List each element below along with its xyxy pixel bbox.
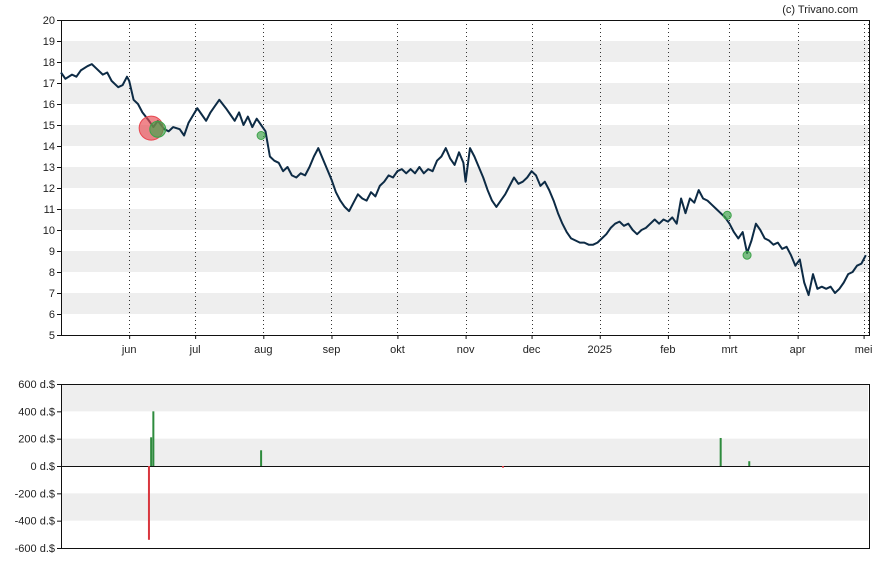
x-tick-label: mei (855, 344, 873, 356)
price-y-tick-label: 6 (49, 309, 55, 321)
volume-bar (501, 466, 504, 468)
transaction-marker (722, 210, 732, 220)
transaction-marker (149, 120, 167, 138)
price-y-tick-label: 19 (43, 36, 55, 48)
price-y-tick-label: 14 (43, 141, 55, 153)
x-tick-label: aug (254, 344, 272, 356)
volume-bar (150, 437, 153, 466)
x-tick-label: nov (457, 344, 475, 356)
volume-y-tick-label: -400 d.$ (15, 516, 55, 528)
volume-bar (152, 411, 155, 466)
price-y-tick-label: 11 (44, 204, 55, 216)
price-band (61, 251, 868, 272)
volume-y-tick-label: 400 d.$ (18, 406, 55, 418)
price-y-tick-label: 17 (43, 78, 55, 90)
price-y-tick-label: 15 (43, 120, 55, 132)
x-tick-label: jun (121, 344, 137, 356)
price-y-tick-label: 20 (43, 15, 55, 27)
volume-bar (748, 461, 751, 466)
volume-bar (147, 466, 150, 540)
volume-y-tick-label: 0 d.$ (31, 461, 55, 473)
x-tick-label: 2025 (587, 344, 611, 356)
price-y-tick-label: 9 (49, 246, 55, 258)
volume-bar (719, 437, 722, 466)
x-tick-label: mrt (722, 344, 738, 356)
price-y-tick-label: 7 (49, 288, 55, 300)
x-tick-label: okt (390, 344, 405, 356)
transaction-marker (256, 131, 266, 140)
volume-band (61, 493, 868, 521)
volume-band (61, 384, 868, 412)
volume-y-tick-label: 600 d.$ (18, 379, 55, 391)
price-y-tick-label: 13 (43, 162, 55, 174)
price-y-tick-label: 18 (43, 57, 55, 69)
price-y-tick-label: 16 (43, 99, 55, 111)
volume-y-tick-label: -200 d.$ (15, 488, 55, 500)
price-band (61, 209, 868, 230)
price-band (61, 83, 868, 104)
x-tick-label: dec (523, 344, 541, 356)
price-band (61, 293, 868, 314)
x-tick-label: apr (790, 344, 806, 356)
volume-band (61, 438, 868, 466)
price-series-line (60, 63, 867, 297)
volume-y-tick-label: 200 d.$ (18, 434, 55, 446)
volume-y-tick-label: -600 d.$ (15, 543, 55, 555)
x-tick-label: feb (660, 344, 675, 356)
price-panel-frame (61, 20, 870, 336)
price-band (61, 125, 868, 146)
price-y-tick-label: 12 (43, 183, 55, 195)
price-y-tick-label: 8 (49, 267, 55, 279)
transaction-marker (742, 250, 752, 260)
price-band (61, 41, 868, 62)
x-tick-label: jul (189, 344, 201, 356)
price-y-tick-label: 5 (49, 330, 55, 342)
credit-label: (c) Trivano.com (782, 4, 858, 16)
volume-bar (260, 450, 263, 466)
price-y-tick-label: 10 (43, 225, 55, 237)
x-tick-label: sep (323, 344, 341, 356)
